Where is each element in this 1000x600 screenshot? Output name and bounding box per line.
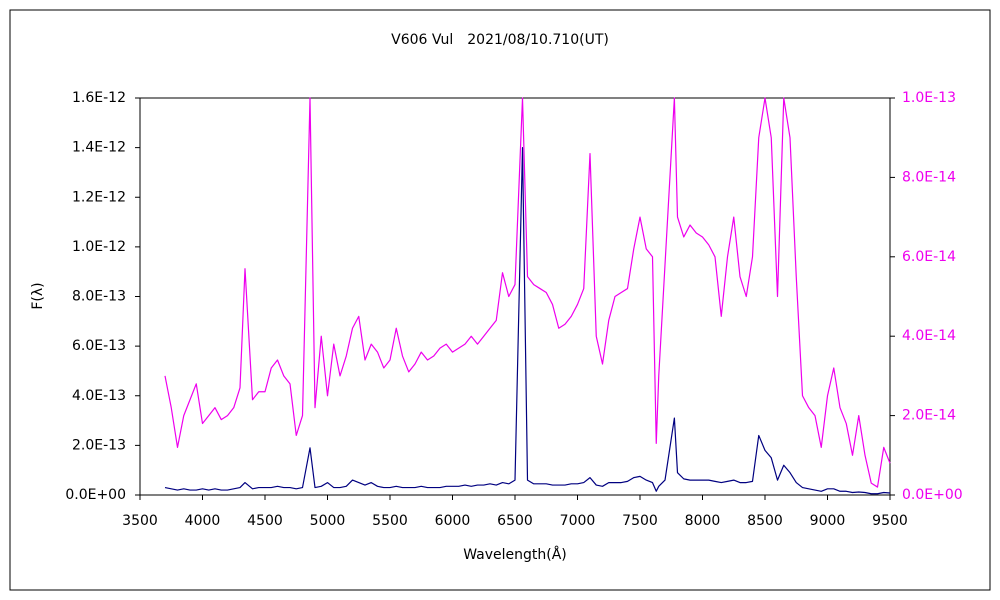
y-tick-label: 6.0E-13: [72, 338, 126, 354]
spectrum-line: [164, 147, 891, 495]
y-tick-label: 4.0E-13: [72, 388, 126, 404]
x-tick-label: 9000: [810, 513, 846, 529]
y-tick-label: 0.0E+00: [65, 487, 126, 503]
x-tick-label: 3500: [122, 513, 158, 529]
spectrum-line: [164, 97, 891, 488]
x-tick-label: 8500: [747, 513, 783, 529]
y-axis-label: F(λ): [30, 282, 46, 309]
x-tick-label: 4000: [185, 513, 221, 529]
y2-tick-label: 4.0E-14: [902, 328, 956, 344]
y-tick-label: 1.2E-12: [72, 189, 126, 205]
x-tick-label: 6000: [435, 513, 471, 529]
x-axis-label: Wavelength(Å): [463, 546, 567, 563]
x-tick-label: 4500: [247, 513, 283, 529]
y2-tick-label: 8.0E-14: [902, 169, 956, 185]
x-tick-label: 6500: [497, 513, 533, 529]
x-tick-label: 8000: [685, 513, 721, 529]
y2-tick-label: 6.0E-14: [902, 249, 956, 265]
y-tick-label: 1.6E-12: [72, 90, 126, 106]
y-tick-label: 1.0E-12: [72, 239, 126, 255]
x-tick-label: 7000: [560, 513, 596, 529]
y-tick-label: 8.0E-13: [72, 289, 126, 305]
x-tick-label: 7500: [622, 513, 658, 529]
x-tick-label: 5500: [372, 513, 408, 529]
y2-tick-label: 2.0E-14: [902, 408, 956, 424]
x-tick-label: 9500: [872, 513, 908, 529]
chart-frame: [9, 9, 991, 591]
y-tick-label: 2.0E-13: [72, 437, 126, 453]
y2-tick-label: 1.0E-13: [902, 90, 956, 106]
y2-tick-label: 0.0E+00: [902, 487, 963, 503]
y-tick-label: 1.4E-12: [72, 140, 126, 156]
x-tick-label: 5000: [310, 513, 346, 529]
chart-title: V606 Vul 2021/08/10.710(UT): [391, 32, 609, 48]
